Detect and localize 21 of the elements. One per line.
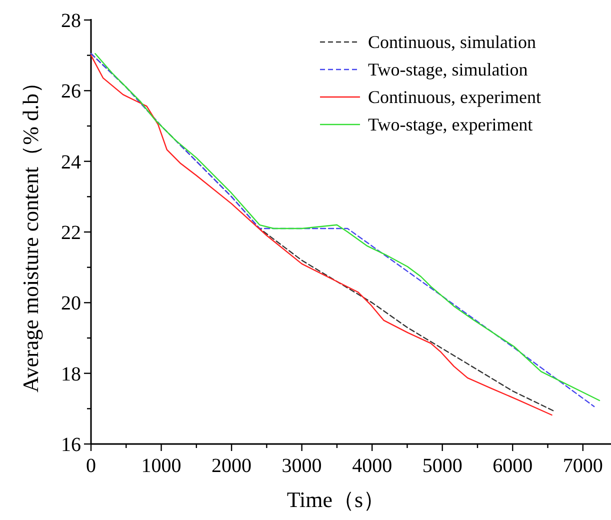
x-tick-label: 5000 bbox=[422, 455, 462, 477]
x-tick-label: 4000 bbox=[352, 455, 392, 477]
x-tick-label: 1000 bbox=[141, 455, 182, 477]
y-tick-label: 16 bbox=[61, 434, 81, 456]
x-tick-label: 0 bbox=[86, 455, 96, 477]
y-tick-label: 18 bbox=[61, 363, 81, 386]
legend-label: Two-stage, simulation bbox=[368, 60, 528, 80]
y-axis-title: Average moisture content（% d.b） bbox=[18, 72, 43, 392]
y-tick-label: 24 bbox=[61, 151, 81, 174]
x-tick-label: 6000 bbox=[492, 455, 533, 477]
y-tick-label: 22 bbox=[61, 222, 81, 244]
x-axis-title: Time（s） bbox=[286, 487, 386, 512]
y-tick-label: 28 bbox=[61, 10, 81, 32]
legend-label: Two-stage, experiment bbox=[368, 114, 533, 134]
y-tick-label: 26 bbox=[61, 80, 81, 103]
x-tick-label: 3000 bbox=[282, 455, 322, 477]
x-tick-label: 2000 bbox=[212, 455, 252, 477]
y-tick-label: 20 bbox=[61, 292, 81, 315]
legend-label: Continuous, experiment bbox=[368, 87, 541, 107]
x-tick-label: 7000 bbox=[562, 455, 603, 477]
legend-label: Continuous, simulation bbox=[368, 32, 536, 52]
